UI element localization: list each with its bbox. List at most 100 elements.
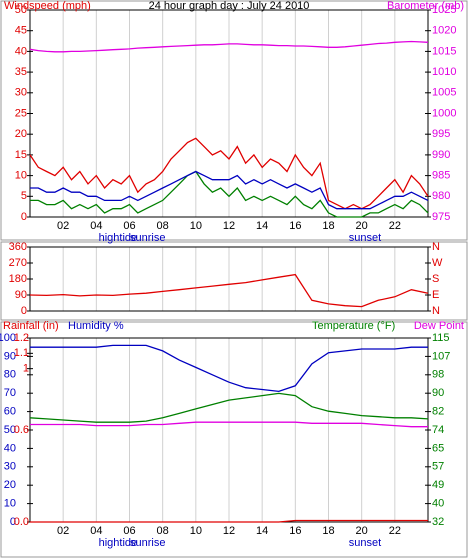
panel xyxy=(0,241,468,321)
x-tick-label: 16 xyxy=(289,220,301,232)
y2-tick-label: 65 xyxy=(432,442,444,454)
y2-tick-label: N xyxy=(432,241,440,253)
annotation: sunset xyxy=(349,232,381,244)
x-tick-label: 06 xyxy=(123,525,135,537)
y-tick-label: 30 xyxy=(4,461,16,473)
x-tick-label: 04 xyxy=(90,525,102,537)
y2-tick-label: 1000 xyxy=(432,107,456,119)
y-tick-label: 20 xyxy=(15,128,27,140)
y2-tick-label: 57 xyxy=(432,461,444,473)
y2-tick-label: S xyxy=(432,273,439,285)
y-tick-label: 50 xyxy=(15,4,27,16)
x-tick-label: 12 xyxy=(223,220,235,232)
annotation: hightide xyxy=(99,232,138,244)
y3-tick-label: 1.2 xyxy=(14,332,29,344)
x-tick-label: 22 xyxy=(389,220,401,232)
y2-tick-label: 1005 xyxy=(432,87,456,99)
y2-tick-label: 1020 xyxy=(432,25,456,37)
y2-tick-label: 985 xyxy=(432,170,450,182)
y-tick-label: 30 xyxy=(15,87,27,99)
x-tick-label: 10 xyxy=(190,525,202,537)
y2-tick-label: 990 xyxy=(432,149,450,161)
y-tick-label: 5 xyxy=(21,190,27,202)
y-tick-label: 40 xyxy=(15,45,27,57)
y-tick-label: 45 xyxy=(15,25,27,37)
y-tick-label: 0 xyxy=(10,516,16,528)
y2-tick-label: 980 xyxy=(432,190,450,202)
series-line xyxy=(30,344,428,393)
y2-tick-label: 74 xyxy=(432,424,444,436)
y3-tick-label: 0.0 xyxy=(14,516,29,528)
y2-tick-label: 1015 xyxy=(432,45,456,57)
y3-tick-label: 1.1 xyxy=(14,347,29,359)
y2-tick-label: W xyxy=(432,257,443,269)
y-tick-label: 50 xyxy=(4,424,16,436)
legend-entry: Temperature (°F) xyxy=(312,320,395,332)
series-line xyxy=(29,392,429,423)
x-tick-label: 08 xyxy=(157,220,169,232)
x-tick-label: 18 xyxy=(322,220,334,232)
legend-entry: Rainfall (in) xyxy=(3,320,59,332)
y2-tick-label: 975 xyxy=(432,211,450,223)
panel xyxy=(0,321,468,558)
x-tick-label: 02 xyxy=(57,525,69,537)
x-tick-label: 12 xyxy=(223,525,235,537)
y-tick-label: 100 xyxy=(0,332,16,344)
y2-tick-label: 1010 xyxy=(432,66,456,78)
y-tick-label: 0 xyxy=(21,305,27,317)
y2-tick-label: 40 xyxy=(432,498,444,510)
y-tick-label: 35 xyxy=(15,66,27,78)
series-line xyxy=(30,170,429,218)
y2-tick-label: 49 xyxy=(432,479,444,491)
y-tick-label: 10 xyxy=(4,498,16,510)
x-tick-label: 10 xyxy=(190,220,202,232)
y-tick-label: 180 xyxy=(9,273,27,285)
y-axis-label: Windspeed (mph) xyxy=(4,0,91,12)
chart-title: 24 hour graph day : July 24 2010 xyxy=(149,0,310,12)
x-tick-label: 16 xyxy=(289,525,301,537)
y-tick-label: 40 xyxy=(4,442,16,454)
y-tick-label: 360 xyxy=(9,241,27,253)
y2-tick-label: E xyxy=(432,289,439,301)
series-line xyxy=(30,170,429,210)
y-tick-label: 25 xyxy=(15,107,27,119)
y3-tick-label: 1 xyxy=(23,363,29,375)
y2-tick-label: 90 xyxy=(432,387,444,399)
annotation: hightide xyxy=(99,537,138,549)
y-tick-label: 70 xyxy=(4,387,16,399)
y2-tick-label: 82 xyxy=(432,406,444,418)
legend-entry: Humidity % xyxy=(68,320,124,332)
y-tick-label: 80 xyxy=(4,369,16,381)
x-tick-label: 08 xyxy=(157,525,169,537)
y-tick-label: 20 xyxy=(4,479,16,491)
annotation: sunrise xyxy=(130,537,165,549)
annotation: sunset xyxy=(349,537,381,549)
y2-tick-label: N xyxy=(432,305,440,317)
y2-tick-label: 115 xyxy=(432,332,450,344)
series-line xyxy=(30,421,428,428)
panel xyxy=(0,0,468,241)
x-tick-label: 20 xyxy=(356,525,368,537)
annotation: sunrise xyxy=(130,232,165,244)
x-tick-label: 22 xyxy=(389,525,401,537)
y-tick-label: 0 xyxy=(21,211,27,223)
y-tick-label: 60 xyxy=(4,406,16,418)
y2-tick-label: 98 xyxy=(432,369,444,381)
legend-entry: Dew Point xyxy=(414,320,464,332)
y2-tick-label: 32 xyxy=(432,516,444,528)
y2-tick-label: 107 xyxy=(432,350,450,362)
y-tick-label: 10 xyxy=(15,170,27,182)
series-line xyxy=(30,519,428,523)
x-tick-label: 02 xyxy=(57,220,69,232)
y-tick-label: 90 xyxy=(15,289,27,301)
x-tick-label: 06 xyxy=(123,220,135,232)
y3-tick-label: 0.6 xyxy=(14,424,29,436)
y2-tick-label: 1025 xyxy=(432,4,456,16)
x-tick-label: 20 xyxy=(356,220,368,232)
y-tick-label: 15 xyxy=(15,149,27,161)
x-tick-label: 14 xyxy=(256,525,268,537)
y-tick-label: 270 xyxy=(9,257,27,269)
series-line xyxy=(29,40,429,53)
y2-axis-label: Barometer (mb) xyxy=(387,0,464,12)
